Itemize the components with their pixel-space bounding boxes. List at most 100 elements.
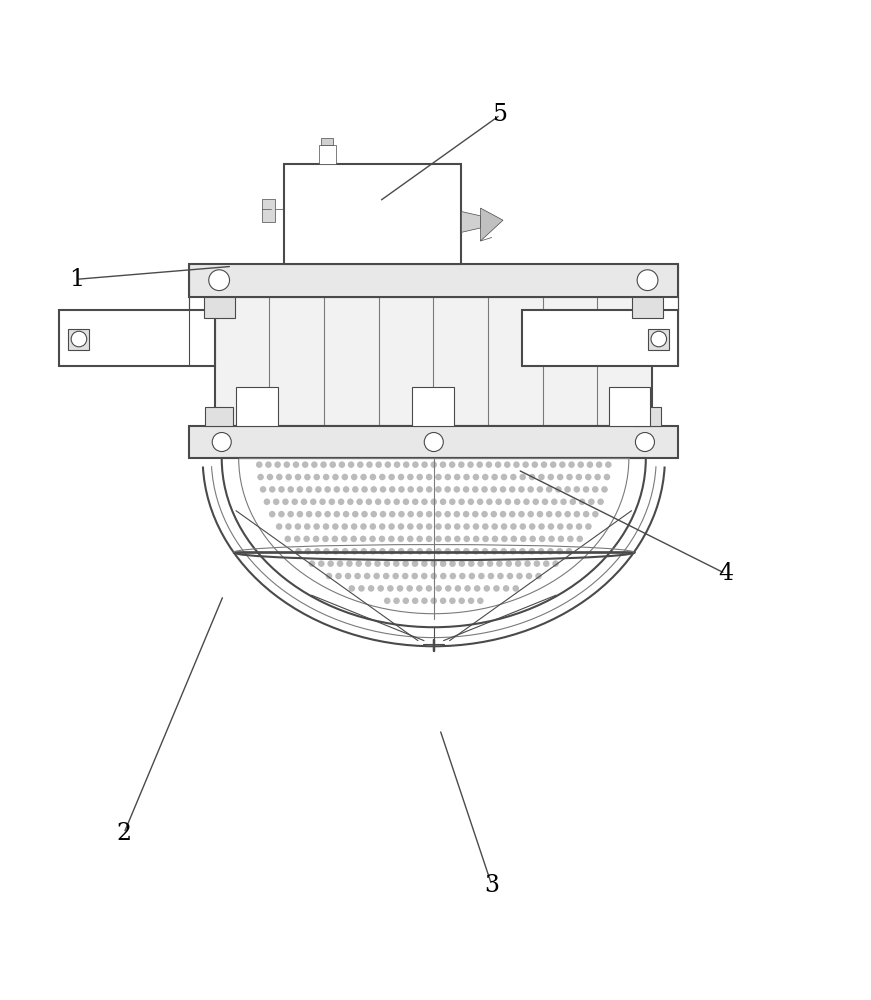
Circle shape — [496, 498, 502, 505]
Circle shape — [320, 498, 326, 505]
Circle shape — [303, 536, 310, 542]
Circle shape — [524, 560, 530, 567]
Circle shape — [402, 560, 409, 567]
Circle shape — [314, 474, 320, 480]
Circle shape — [463, 511, 469, 517]
Circle shape — [588, 498, 595, 505]
Circle shape — [314, 523, 320, 530]
Circle shape — [548, 474, 554, 480]
Circle shape — [500, 486, 506, 493]
Bar — [319, 145, 336, 164]
Circle shape — [265, 461, 272, 468]
Circle shape — [594, 474, 601, 480]
Circle shape — [518, 486, 524, 493]
Circle shape — [341, 474, 348, 480]
Text: 5: 5 — [493, 103, 508, 126]
Circle shape — [286, 474, 292, 480]
Circle shape — [440, 560, 447, 567]
Circle shape — [529, 548, 535, 555]
Circle shape — [527, 486, 534, 493]
Circle shape — [334, 511, 340, 517]
Circle shape — [421, 573, 428, 579]
Circle shape — [482, 486, 488, 493]
Circle shape — [458, 461, 464, 468]
Circle shape — [421, 560, 428, 567]
Circle shape — [444, 536, 451, 542]
Circle shape — [509, 486, 516, 493]
Circle shape — [370, 511, 377, 517]
Circle shape — [403, 461, 409, 468]
Circle shape — [282, 498, 289, 505]
Circle shape — [449, 597, 456, 604]
Circle shape — [519, 474, 526, 480]
Circle shape — [412, 461, 419, 468]
Circle shape — [529, 523, 536, 530]
Circle shape — [536, 573, 542, 579]
Circle shape — [284, 461, 290, 468]
Circle shape — [517, 573, 523, 579]
Circle shape — [366, 461, 373, 468]
Bar — [206, 407, 233, 426]
Circle shape — [416, 548, 423, 555]
Circle shape — [482, 474, 489, 480]
Circle shape — [534, 560, 540, 567]
Circle shape — [383, 573, 389, 579]
Circle shape — [398, 486, 405, 493]
Circle shape — [426, 474, 432, 480]
Circle shape — [369, 536, 376, 542]
Circle shape — [354, 573, 361, 579]
Circle shape — [352, 511, 359, 517]
Circle shape — [402, 597, 409, 604]
Circle shape — [375, 498, 381, 505]
Circle shape — [393, 597, 400, 604]
Circle shape — [463, 523, 469, 530]
Circle shape — [384, 597, 390, 604]
Circle shape — [557, 536, 564, 542]
Circle shape — [422, 597, 428, 604]
Circle shape — [348, 585, 355, 592]
Circle shape — [519, 523, 526, 530]
Circle shape — [500, 511, 506, 517]
Circle shape — [501, 548, 507, 555]
Circle shape — [528, 511, 534, 517]
Circle shape — [576, 474, 582, 480]
Circle shape — [467, 461, 474, 468]
Circle shape — [377, 585, 384, 592]
Circle shape — [412, 560, 418, 567]
Circle shape — [361, 511, 368, 517]
Circle shape — [306, 486, 313, 493]
Circle shape — [304, 523, 311, 530]
Circle shape — [477, 597, 483, 604]
Circle shape — [539, 536, 545, 542]
Circle shape — [337, 560, 343, 567]
Circle shape — [491, 474, 498, 480]
Circle shape — [361, 474, 367, 480]
Circle shape — [436, 523, 442, 530]
Circle shape — [501, 474, 507, 480]
Circle shape — [294, 536, 300, 542]
Circle shape — [412, 498, 419, 505]
Circle shape — [332, 536, 338, 542]
Circle shape — [426, 511, 432, 517]
Circle shape — [285, 536, 291, 542]
Circle shape — [327, 560, 334, 567]
Circle shape — [351, 523, 357, 530]
Circle shape — [273, 498, 280, 505]
Circle shape — [519, 548, 526, 555]
Circle shape — [638, 270, 658, 291]
Circle shape — [416, 486, 423, 493]
Circle shape — [592, 486, 598, 493]
Circle shape — [463, 486, 469, 493]
Circle shape — [294, 474, 301, 480]
Circle shape — [538, 523, 545, 530]
Circle shape — [389, 511, 395, 517]
Circle shape — [596, 461, 603, 468]
Circle shape — [476, 461, 483, 468]
Circle shape — [454, 523, 461, 530]
Circle shape — [490, 486, 497, 493]
Circle shape — [537, 511, 544, 517]
Circle shape — [315, 486, 321, 493]
Circle shape — [369, 474, 376, 480]
Circle shape — [355, 560, 362, 567]
Circle shape — [374, 573, 380, 579]
